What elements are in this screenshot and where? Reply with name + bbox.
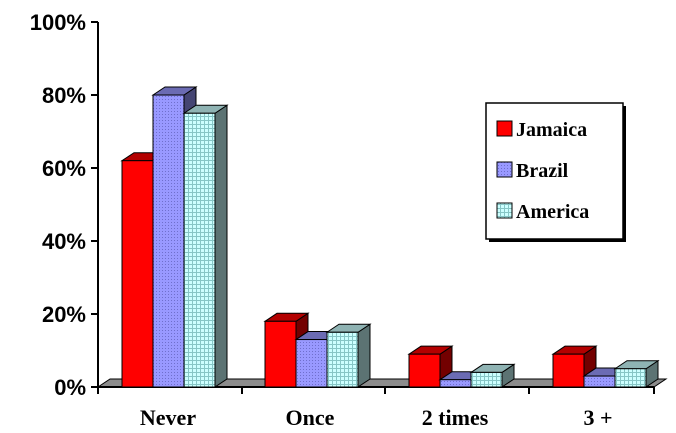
legend: Jamaica Brazil America bbox=[485, 102, 626, 242]
legend-swatch-jamaica bbox=[496, 120, 513, 137]
bar-front bbox=[152, 94, 185, 388]
legend-label-america: America bbox=[516, 201, 589, 223]
bar-front bbox=[264, 320, 297, 388]
x-tick-label: 3 + bbox=[583, 405, 612, 430]
bar-side bbox=[357, 323, 371, 388]
legend-swatch-america bbox=[496, 202, 513, 219]
bar-front bbox=[439, 379, 472, 388]
bar-front bbox=[408, 353, 441, 388]
bar-america-never bbox=[182, 104, 229, 388]
bar-jamaica-2-times bbox=[407, 345, 454, 388]
x-tick-label: 2 times bbox=[422, 405, 489, 430]
legend-label-brazil: Brazil bbox=[516, 160, 569, 182]
bar-front bbox=[552, 353, 585, 388]
bar-front bbox=[326, 331, 359, 388]
y-tick-label: 0% bbox=[54, 375, 86, 400]
bar-america-3 bbox=[613, 359, 660, 388]
bar-jamaica-3 bbox=[551, 345, 598, 388]
bar-front bbox=[121, 160, 154, 388]
x-tick-label: Never bbox=[140, 405, 196, 430]
bar-front bbox=[470, 371, 503, 388]
bar-front bbox=[614, 368, 647, 388]
y-tick-label: 100% bbox=[30, 10, 86, 35]
bar-side bbox=[214, 104, 228, 388]
legend-swatch-brazil bbox=[496, 161, 513, 178]
y-tick-label: 60% bbox=[42, 156, 86, 181]
y-tick-label: 40% bbox=[42, 229, 86, 254]
bar-front bbox=[183, 112, 216, 388]
bar-america-once bbox=[325, 323, 372, 388]
legend-label-jamaica: Jamaica bbox=[516, 119, 587, 141]
x-tick-label: Once bbox=[286, 405, 335, 430]
bars bbox=[120, 86, 660, 388]
tick-labels: 0% 20% 40% 60% 80% 100% Never Once 2 times 3 + bbox=[30, 10, 613, 430]
y-tick-label: 20% bbox=[42, 302, 86, 327]
bar-front bbox=[583, 375, 616, 388]
bar-front bbox=[295, 339, 328, 388]
bar-america-2-times bbox=[469, 363, 516, 388]
y-tick-label: 80% bbox=[42, 83, 86, 108]
